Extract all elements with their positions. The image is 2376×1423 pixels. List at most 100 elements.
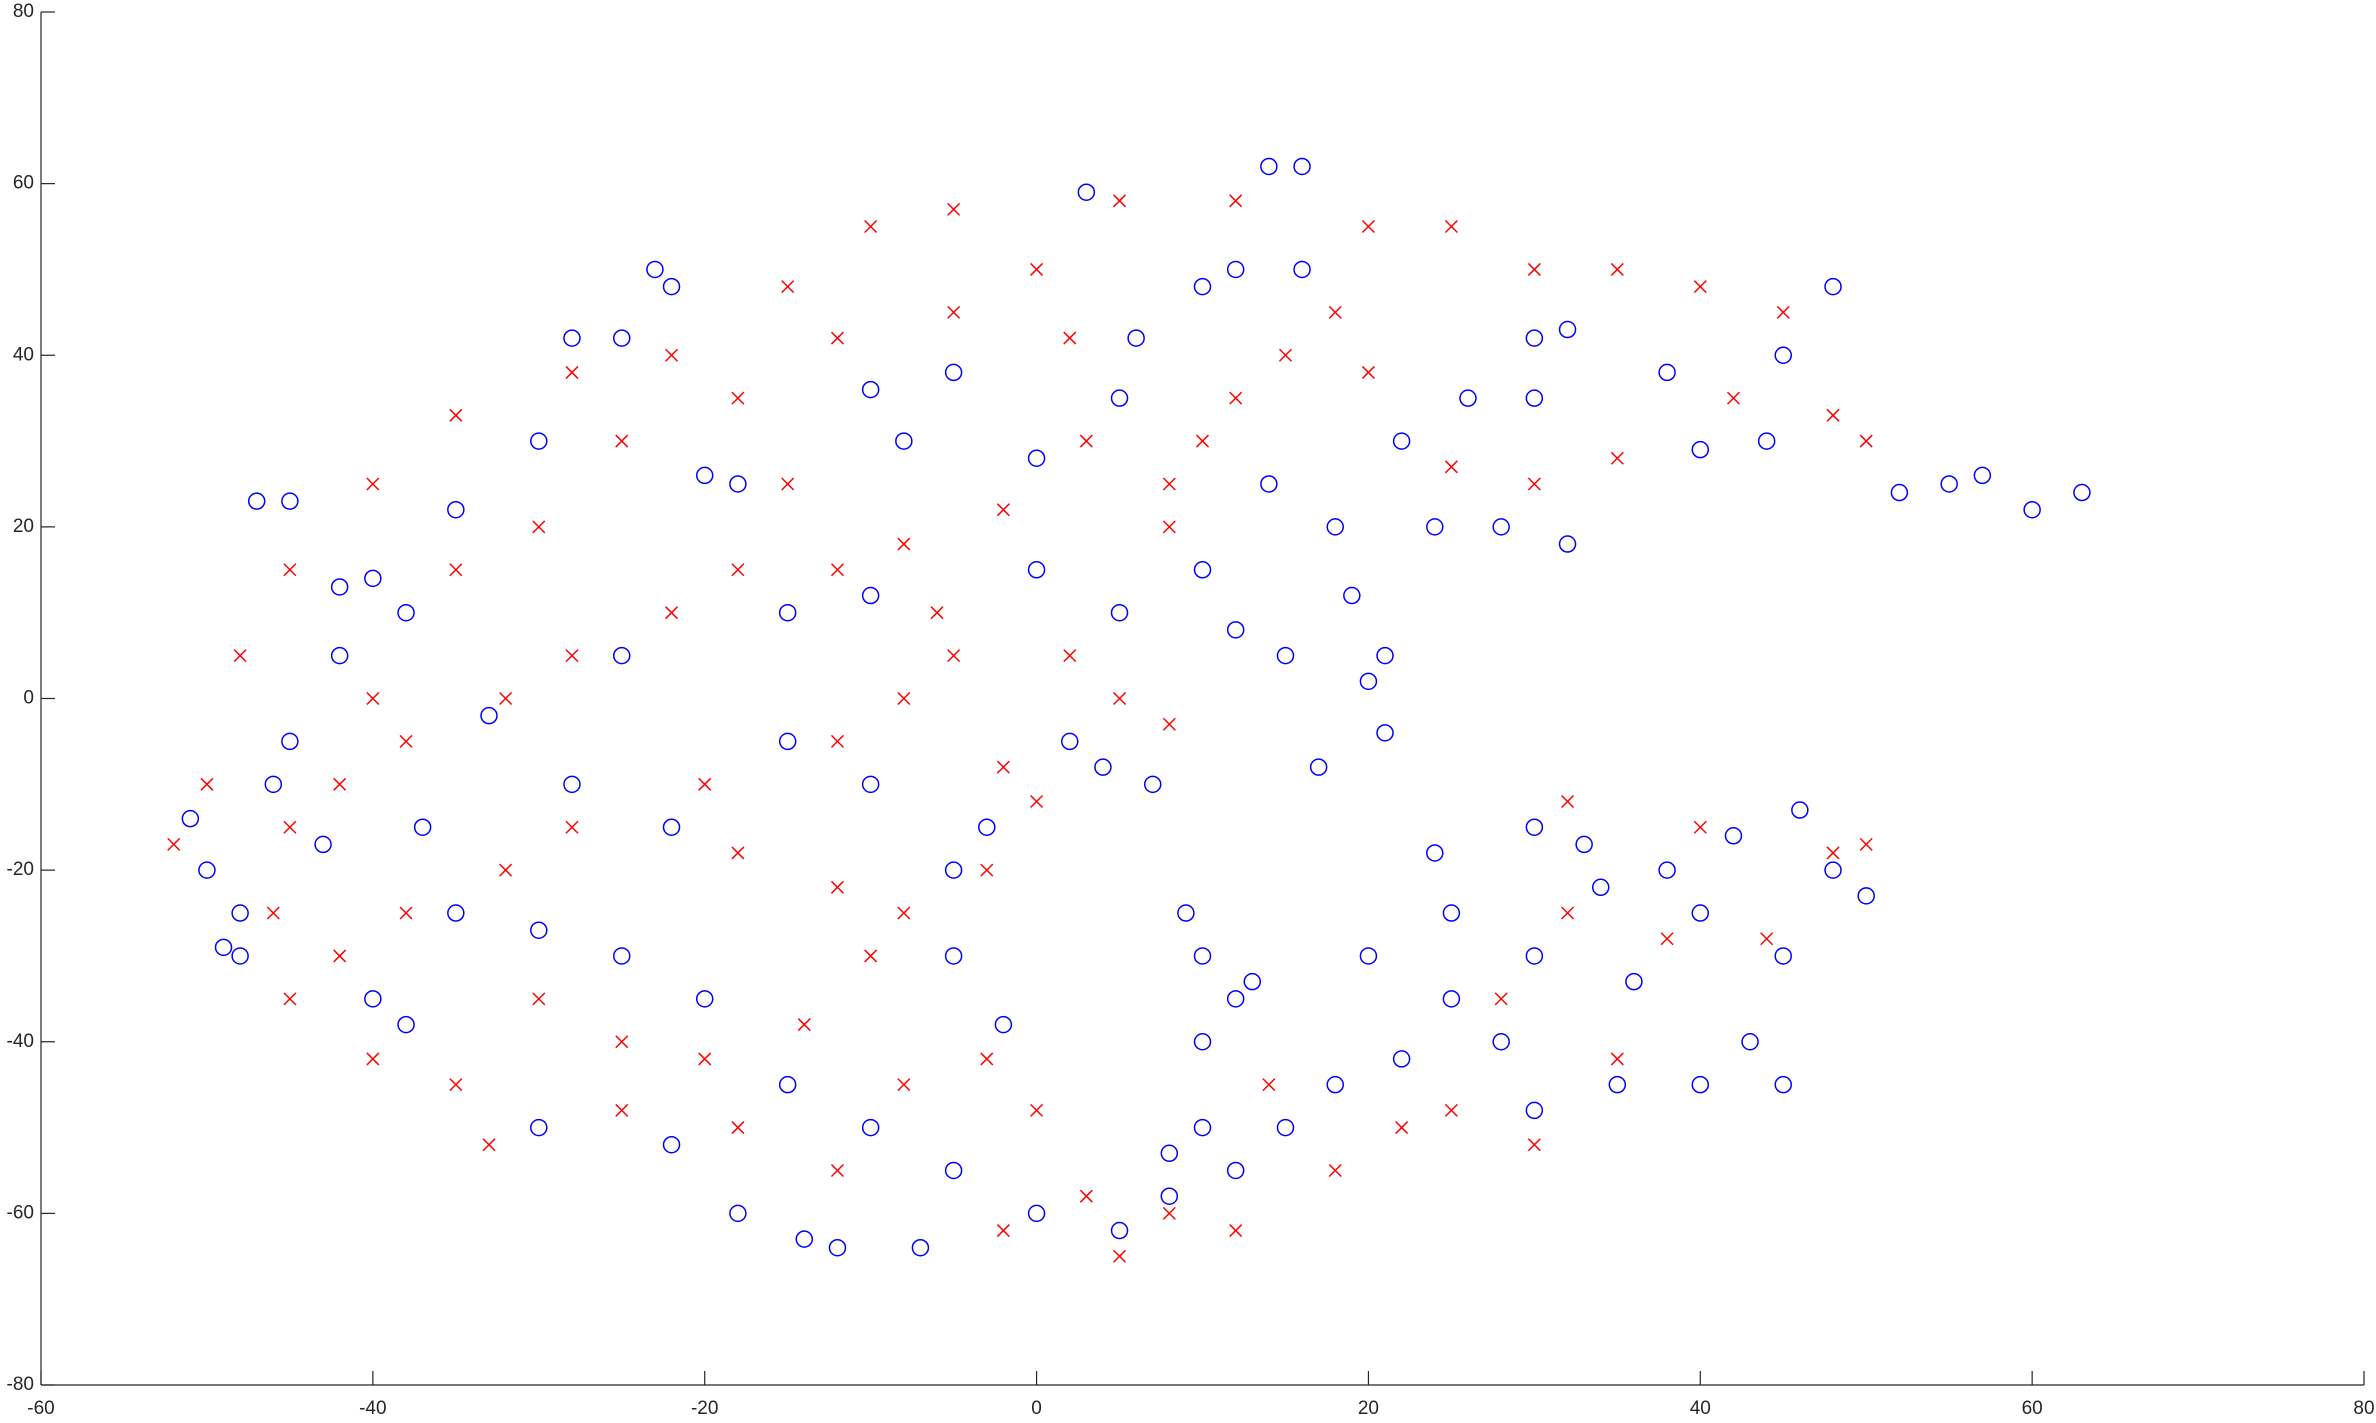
circle-marker [1193, 1118, 1212, 1137]
x-tick-label: 40 [1690, 1398, 1711, 1419]
y-tick-label: -40 [7, 1031, 34, 1052]
x-tick-label: -60 [27, 1398, 54, 1419]
circle-marker [530, 1118, 548, 1137]
cross-marker [1826, 846, 1840, 860]
y-tick-label: 40 [13, 344, 34, 365]
cross-marker [283, 992, 297, 1006]
circle-marker [895, 432, 913, 450]
circle-marker [1525, 818, 1544, 836]
circle-marker [1094, 758, 1112, 776]
circle-marker [281, 732, 299, 751]
circle-marker [1791, 801, 1809, 819]
cross-marker [233, 649, 247, 663]
cross-marker [864, 220, 878, 234]
circle-marker [662, 818, 681, 836]
cross-marker [1776, 305, 1790, 319]
circle-marker [1525, 389, 1544, 407]
circle-marker [1442, 904, 1461, 922]
y-tick-label: -60 [7, 1202, 34, 1223]
circle-marker [364, 569, 382, 588]
cross-marker [1395, 1121, 1409, 1135]
cross-marker [1162, 717, 1176, 731]
cross-marker [333, 777, 347, 791]
cross-marker [830, 880, 844, 894]
circle-marker [1127, 329, 1145, 347]
circle-marker [1276, 646, 1295, 665]
circle-marker [530, 432, 548, 450]
circle-marker [1077, 183, 1096, 201]
circle-marker [1309, 758, 1328, 776]
circle-marker [1824, 277, 1842, 296]
cross-marker [1113, 1249, 1127, 1263]
circle-marker [978, 818, 996, 836]
x-tick-label: 0 [1031, 1398, 1042, 1419]
cross-marker [947, 649, 961, 663]
circle-marker [1492, 1033, 1510, 1051]
circle-marker [662, 1135, 681, 1154]
cross-marker [565, 820, 579, 834]
cross-marker [1328, 305, 1342, 319]
circle-marker [1392, 432, 1411, 450]
circle-marker [1442, 990, 1461, 1008]
cross-marker [1610, 262, 1624, 276]
cross-marker [200, 777, 214, 791]
circle-marker [911, 1238, 930, 1257]
circle-marker [1691, 440, 1710, 459]
cross-marker [565, 365, 579, 379]
y-tick-label: 0 [23, 688, 34, 709]
circle-marker [1110, 389, 1129, 407]
cross-marker [1859, 837, 1873, 851]
circle-marker [1376, 724, 1394, 742]
circle-marker [1658, 861, 1676, 879]
circle-marker [646, 260, 664, 279]
cross-marker [283, 563, 297, 577]
cross-marker [1527, 1138, 1541, 1152]
circle-marker [397, 1015, 415, 1034]
circle-marker [1973, 466, 1992, 485]
cross-marker [731, 846, 745, 860]
circle-marker [613, 329, 631, 347]
circle-marker [1492, 518, 1510, 536]
cross-marker [1328, 1163, 1342, 1178]
circle-marker [1392, 1050, 1411, 1068]
cross-marker [615, 1103, 629, 1117]
cross-marker [830, 1163, 844, 1178]
cross-marker [897, 1078, 911, 1092]
circle-marker [1426, 844, 1444, 862]
circle-marker [944, 947, 963, 965]
cross-marker [698, 777, 712, 791]
circle-marker [231, 904, 249, 922]
circle-marker [613, 646, 631, 665]
cross-marker [266, 906, 280, 920]
cross-marker [366, 691, 380, 706]
cross-marker [1262, 1078, 1276, 1092]
cross-marker [1162, 477, 1176, 491]
circle-marker [695, 466, 714, 485]
circle-marker [1575, 835, 1593, 854]
cross-marker [930, 606, 944, 620]
circle-marker [1940, 475, 1958, 493]
circle-marker [1193, 1033, 1212, 1051]
circle-marker [330, 578, 349, 596]
cross-marker [1229, 1224, 1243, 1238]
circle-marker [198, 861, 216, 879]
circle-marker [563, 329, 581, 347]
cross-marker [1030, 794, 1044, 809]
circle-marker [1824, 861, 1842, 879]
circle-marker [729, 1204, 747, 1223]
cross-marker [1063, 331, 1077, 345]
y-tick-label: 20 [13, 516, 34, 537]
circle-marker [1774, 1075, 1792, 1094]
cross-marker [1561, 906, 1575, 920]
cross-marker [830, 331, 844, 345]
cross-marker [781, 280, 795, 294]
circle-marker [861, 586, 880, 605]
cross-marker [1079, 1189, 1093, 1203]
circle-marker [397, 603, 415, 622]
circle-marker [1459, 389, 1477, 407]
cross-marker [1693, 820, 1707, 834]
cross-marker [1444, 220, 1458, 234]
cross-marker [1444, 460, 1458, 474]
circle-marker [1558, 320, 1577, 339]
